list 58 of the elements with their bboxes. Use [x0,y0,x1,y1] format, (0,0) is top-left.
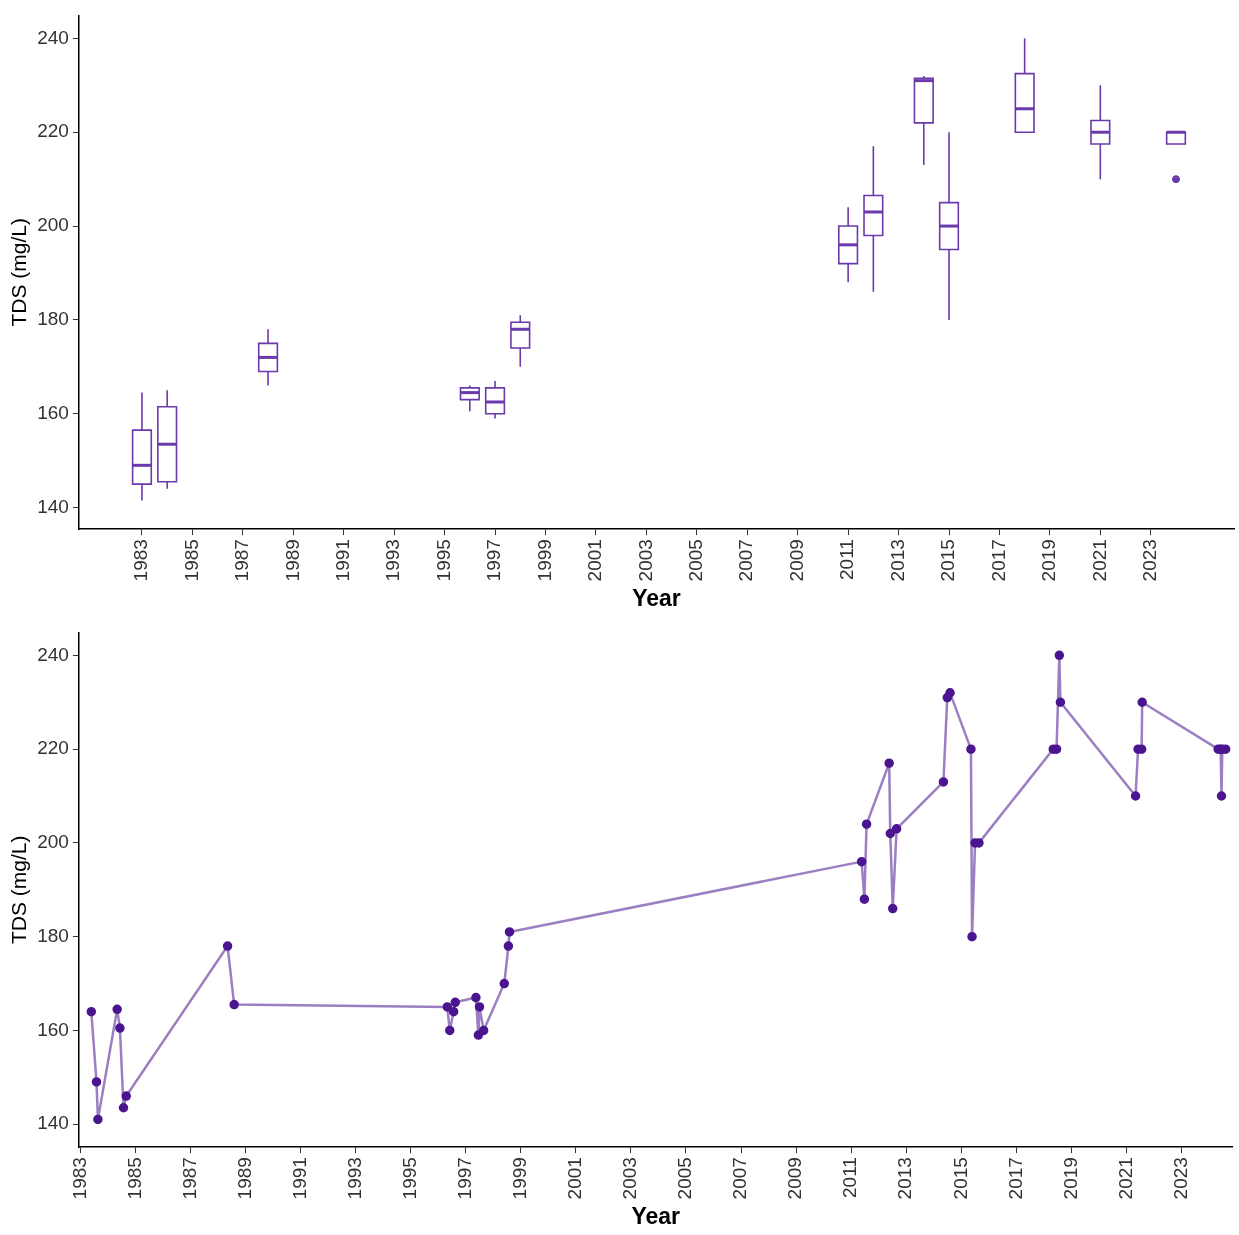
x-tick-label: 1985 [180,539,202,582]
x-tick-label: 2023 [1139,539,1161,582]
x-tick-label: 1983 [130,539,152,582]
x-tick-label: 2017 [1004,1157,1026,1200]
x-tick-label: 1987 [178,1157,200,1200]
x-tick-label: 2009 [785,539,807,582]
x-tick-label: 2009 [784,1157,806,1200]
x-tick-label: 2015 [937,539,959,582]
x-tick-label: 1989 [281,539,303,582]
x-tick-label: 2021 [1088,539,1110,582]
x-tick-label: 1985 [123,1157,145,1200]
y-tick-label: 240 [37,643,69,665]
y-tick-label: 180 [37,308,69,330]
y-tick-label: 200 [37,214,69,236]
x-tick-label: 2005 [685,539,707,582]
x-tick-label: 2001 [584,539,606,582]
x-tick-label: 2003 [619,1157,641,1200]
y-tick-label: 240 [37,26,69,48]
y-tick-label: 180 [37,924,69,946]
x-tick-label: 2011 [836,539,858,580]
y-axis-title: TDS (mg/L) [7,835,31,945]
x-tick-label: 2001 [564,1157,586,1200]
y-tick-label: 220 [37,120,69,142]
x-tick-label: 2007 [735,539,757,582]
y-tick-label: 140 [37,1112,69,1134]
x-tick-label: 2013 [886,539,908,582]
x-tick-label: 2019 [1038,539,1060,582]
x-tick-label: 2015 [949,1157,971,1200]
x-tick-label: 1983 [68,1157,90,1200]
x-tick-label: 2007 [729,1157,751,1200]
y-tick-label: 160 [37,401,69,423]
x-tick-label: 1999 [509,1157,531,1200]
x-tick-label: 2019 [1059,1157,1081,1200]
x-tick-label: 1993 [382,539,404,582]
x-tick-label: 1997 [453,1157,475,1200]
y-axis-title: TDS (mg/L) [7,218,31,327]
y-tick-label: 220 [37,737,69,759]
x-tick-label: 2011 [839,1157,861,1198]
x-tick-label: 1991 [288,1157,310,1200]
x-tick-label: 2023 [1169,1157,1191,1200]
y-tick-label: 200 [37,831,69,853]
x-tick-label: 1993 [343,1157,365,1200]
x-axis-title: Year [632,584,681,611]
x-tick-label: 2021 [1114,1157,1136,1200]
x-tick-label: 2013 [894,1157,916,1200]
x-tick-label: 1995 [432,539,454,582]
x-tick-label: 1999 [533,539,555,582]
x-tick-label: 1987 [231,539,253,582]
x-tick-label: 2005 [674,1157,696,1200]
x-tick-label: 1995 [398,1157,420,1200]
x-tick-label: 1989 [233,1157,255,1200]
x-axis-title: Year [631,1202,681,1229]
x-tick-label: 2003 [634,539,656,582]
x-tick-label: 2017 [987,539,1009,582]
x-tick-label: 1991 [331,539,353,582]
y-tick-label: 140 [37,495,69,517]
y-tick-label: 160 [37,1018,69,1040]
x-tick-label: 1997 [483,539,505,582]
